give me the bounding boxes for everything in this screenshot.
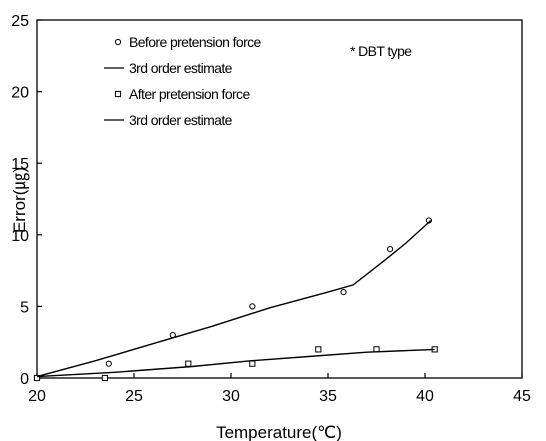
data-point-circle xyxy=(249,303,256,310)
plot-frame xyxy=(36,19,523,379)
x-tick-label: 35 xyxy=(319,388,337,405)
series-line-3 xyxy=(36,348,435,378)
data-point-square xyxy=(33,374,41,382)
legend: Before pretension force 3rd order estimat… xyxy=(104,34,262,128)
legend-label: 3rd order estimate xyxy=(129,112,233,128)
y-axis-label: Error(㎍) xyxy=(10,167,30,233)
x-tick-label: 45 xyxy=(513,388,531,405)
y-tick-label: 15 xyxy=(11,156,29,173)
data-point-square xyxy=(249,360,256,367)
legend-marker-circle xyxy=(114,38,122,46)
axes xyxy=(36,19,523,379)
data-point-square xyxy=(315,346,322,353)
legend-marker-square xyxy=(114,90,122,98)
x-tick-label: 40 xyxy=(416,388,434,405)
series-line-1 xyxy=(36,219,432,378)
legend-label: Before pretension force xyxy=(129,34,262,50)
data-point-circle xyxy=(340,288,347,296)
y-tick-label: 0 xyxy=(20,371,29,388)
data-point-circle xyxy=(105,360,112,367)
x-tick-label: 20 xyxy=(28,388,46,405)
data-point-square xyxy=(101,374,109,382)
x-axis-label: Temperature(℃) xyxy=(216,423,342,441)
y-tick-label: 20 xyxy=(11,85,29,102)
legend-label: 3rd order estimate xyxy=(129,60,233,76)
y-tick-label: 25 xyxy=(11,13,29,30)
chart-marks xyxy=(33,217,438,382)
x-tick-label: 30 xyxy=(222,388,240,405)
y-tick-label: 10 xyxy=(11,228,29,245)
chart-annotation: * DBT type xyxy=(350,43,412,59)
ticks: 20 25 30 35 40 45 0 5 10 15 20 25 xyxy=(11,13,531,405)
y-tick-label: 5 xyxy=(20,299,29,316)
data-point-square xyxy=(185,360,192,367)
legend-label: After pretension force xyxy=(129,86,250,102)
x-tick-label: 25 xyxy=(125,388,143,405)
data-point-circle xyxy=(386,246,394,253)
